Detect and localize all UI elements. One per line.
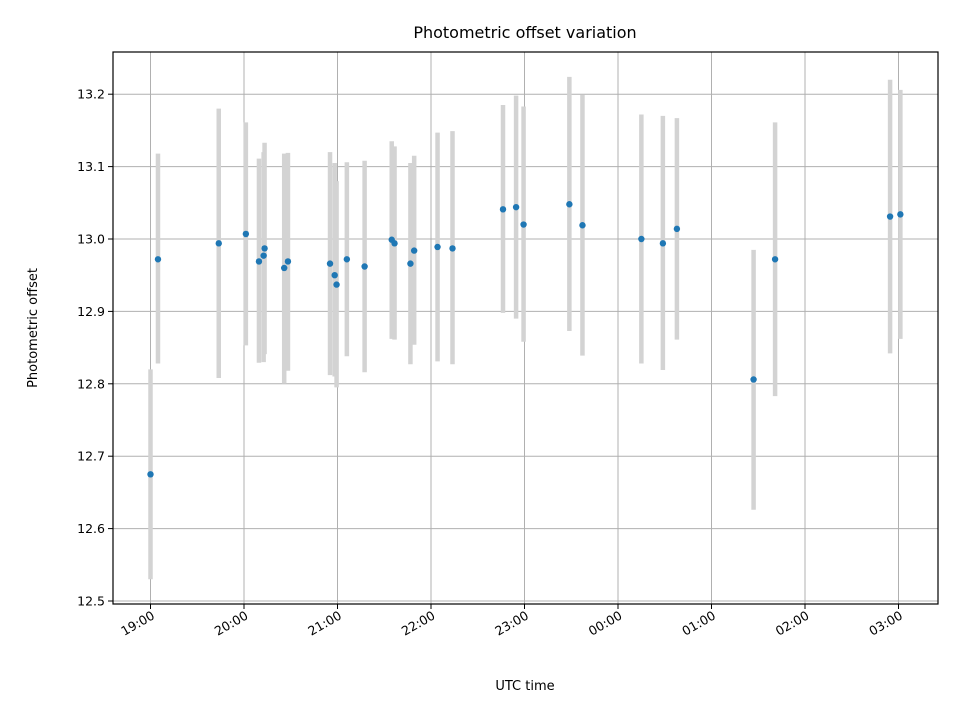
x-tick-label: 20:00 <box>212 608 251 639</box>
data-point <box>261 245 268 252</box>
data-point <box>391 240 398 247</box>
y-axis-label: Photometric offset <box>26 268 41 388</box>
data-point <box>638 235 645 243</box>
data-point <box>215 240 222 247</box>
data-point <box>897 211 904 218</box>
x-axis-label: UTC time <box>495 679 554 694</box>
data-point <box>331 272 338 279</box>
data-point <box>410 247 418 254</box>
y-tick-label: 13.0 <box>77 232 105 247</box>
data-point <box>659 240 667 247</box>
data-point <box>255 258 263 265</box>
data-point <box>147 471 154 478</box>
x-tick-label: 00:00 <box>586 608 625 639</box>
tick-layer: 19:00 20:00 21:00 22:00 23:00 00:00 01:00 02:00… <box>77 87 905 639</box>
x-tick-label: 03:00 <box>866 608 905 639</box>
y-tick-label: 13.2 <box>77 87 105 102</box>
x-tick-label: 01:00 <box>679 608 718 639</box>
data-point <box>499 206 507 213</box>
data-point <box>750 376 757 383</box>
y-tick-label: 12.5 <box>77 594 105 609</box>
data-point <box>361 263 368 270</box>
plot-frame <box>112 51 939 605</box>
y-tick-label: 12.9 <box>77 304 105 319</box>
y-tick-label: 12.8 <box>77 376 105 391</box>
data-point <box>566 201 573 208</box>
x-tick-label: 23:00 <box>492 608 531 639</box>
x-tick-label: 22:00 <box>399 608 438 639</box>
data-point <box>333 281 340 288</box>
data-point <box>886 213 894 220</box>
data-point <box>673 225 681 233</box>
data-point <box>434 243 441 251</box>
data-point <box>771 256 779 263</box>
data-point <box>343 256 351 263</box>
data-point <box>449 245 456 252</box>
data-point <box>284 258 292 265</box>
data-point <box>281 264 288 272</box>
errorbar-layer <box>148 76 903 580</box>
data-point <box>520 221 527 228</box>
data-point <box>260 252 267 259</box>
point-layer <box>147 201 904 478</box>
y-tick-label: 12.7 <box>77 449 105 464</box>
x-tick-label: 19:00 <box>118 608 157 639</box>
data-point <box>512 203 520 211</box>
data-point <box>242 230 250 238</box>
x-tick-label: 02:00 <box>773 608 812 639</box>
y-tick-label: 13.1 <box>77 159 105 174</box>
data-point <box>326 260 334 267</box>
data-point <box>407 260 414 267</box>
data-point <box>154 256 162 263</box>
data-point <box>579 222 586 229</box>
x-tick-label: 21:00 <box>305 608 344 639</box>
chart-title: Photometric offset variation <box>413 23 636 42</box>
y-tick-label: 12.6 <box>77 521 105 536</box>
